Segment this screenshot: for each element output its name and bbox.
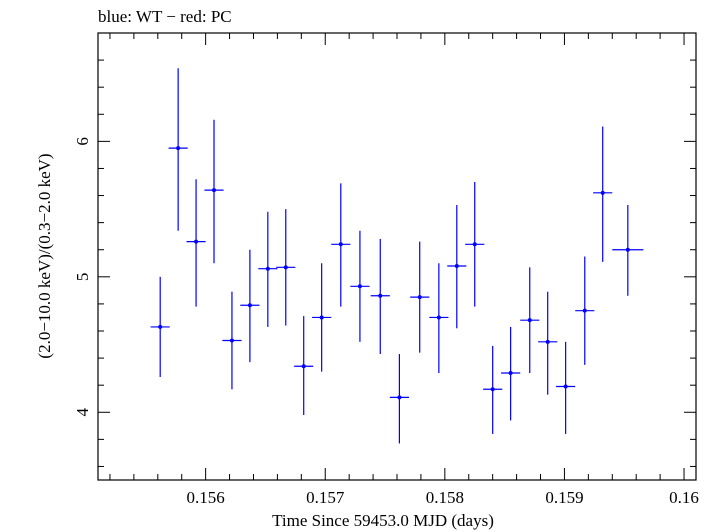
point-marker	[319, 315, 324, 320]
data-point	[370, 238, 390, 355]
x-tick-label: 0.159	[545, 488, 583, 507]
data-point	[186, 179, 206, 307]
point-marker	[212, 188, 217, 193]
x-tick-label: 0.156	[187, 488, 225, 507]
point-marker	[600, 190, 605, 195]
point-marker	[194, 239, 199, 244]
data-point	[593, 126, 613, 262]
chart-title: blue: WT − red: PC	[98, 7, 232, 26]
data-point	[483, 345, 503, 434]
y-axis-label: (2.0−10.0 keV)/(0.3−2.0 keV)	[35, 153, 54, 358]
data-point	[204, 119, 224, 264]
point-marker	[625, 247, 630, 252]
point-marker	[417, 295, 422, 300]
point-marker	[436, 315, 441, 320]
x-tick-label: 0.158	[426, 488, 464, 507]
data-point	[168, 68, 188, 231]
x-tick-label: 0.157	[306, 488, 345, 507]
point-marker	[508, 370, 513, 375]
data-point	[429, 263, 449, 373]
y-tick-label: 4	[73, 408, 92, 417]
data-points	[150, 68, 644, 444]
data-point	[538, 291, 558, 395]
data-point	[258, 211, 278, 327]
plot-frame	[97, 32, 697, 481]
data-point	[222, 291, 242, 390]
y-tick-label: 5	[73, 273, 92, 282]
data-point	[389, 354, 409, 444]
point-marker	[338, 242, 343, 247]
data-point	[465, 182, 485, 307]
data-point	[501, 326, 521, 421]
point-marker	[563, 384, 568, 389]
data-point	[556, 341, 576, 434]
data-point	[240, 249, 260, 363]
data-point	[575, 256, 595, 365]
data-point	[350, 230, 370, 342]
point-marker	[176, 146, 181, 151]
data-point	[331, 183, 351, 307]
axis-ticks	[98, 32, 696, 480]
point-marker	[301, 364, 306, 369]
x-axis-label: Time Since 59453.0 MJD (days)	[272, 511, 494, 530]
data-point	[447, 205, 467, 329]
point-marker	[490, 387, 495, 392]
data-point	[520, 267, 540, 373]
point-marker	[247, 303, 252, 308]
y-tick-label: 6	[73, 137, 92, 146]
point-marker	[454, 263, 459, 268]
point-marker	[582, 308, 587, 313]
data-point	[294, 316, 314, 415]
point-marker	[265, 266, 270, 271]
point-marker	[378, 293, 383, 298]
point-marker	[545, 339, 550, 344]
point-marker	[158, 324, 163, 329]
point-marker	[283, 265, 288, 270]
data-point	[312, 263, 332, 372]
point-marker	[357, 284, 362, 289]
data-point	[612, 205, 644, 296]
point-marker	[472, 242, 477, 247]
x-tick-label: 0.16	[669, 488, 699, 507]
point-marker	[527, 318, 532, 323]
point-marker	[229, 338, 234, 343]
tick-labels: 0.156 0.157 0.158 0.159 0.16 4 5 6	[73, 137, 699, 507]
data-point	[410, 241, 430, 353]
data-point	[150, 276, 170, 378]
point-marker	[397, 395, 402, 400]
data-point	[276, 209, 296, 326]
